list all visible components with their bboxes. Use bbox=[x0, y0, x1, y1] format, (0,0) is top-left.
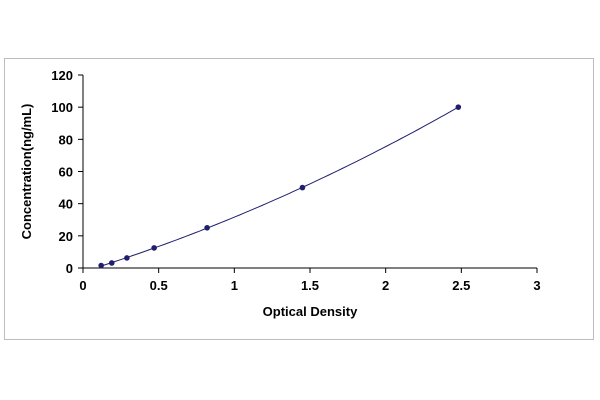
x-axis-title: Optical Density bbox=[263, 304, 358, 319]
y-axis-title: Concentration(ng/mL) bbox=[19, 104, 34, 240]
x-tick-label: 0.5 bbox=[150, 278, 168, 293]
x-tick-label: 2.5 bbox=[452, 278, 470, 293]
standard-curve-chart: 0 0.5 1 1.5 2 2.5 3 0 20 40 60 80 100 120 Optical De… bbox=[19, 68, 541, 319]
data-point bbox=[98, 262, 104, 269]
data-point bbox=[108, 260, 115, 266]
x-tick-label: 1.5 bbox=[301, 278, 319, 293]
chart-frame: 0 0.5 1 1.5 2 2.5 3 0 20 40 60 80 100 120 Optical De… bbox=[4, 58, 594, 340]
data-point bbox=[455, 104, 462, 110]
data-points bbox=[98, 104, 462, 269]
data-point bbox=[204, 224, 210, 231]
x-tick-label: 0 bbox=[79, 278, 86, 293]
y-tick-label: 80 bbox=[59, 132, 73, 147]
data-point bbox=[124, 255, 130, 261]
data-point bbox=[299, 184, 306, 191]
y-tick-label: 100 bbox=[51, 100, 73, 115]
x-ticks: 0 0.5 1 1.5 2 2.5 3 bbox=[79, 268, 541, 293]
y-tick-label: 20 bbox=[59, 229, 73, 244]
y-tick-label: 60 bbox=[59, 165, 73, 180]
y-ticks: 0 20 40 60 80 100 120 bbox=[51, 68, 83, 276]
x-tick-label: 3 bbox=[533, 278, 540, 293]
y-tick-label: 120 bbox=[51, 68, 73, 83]
x-tick-label: 1 bbox=[231, 278, 238, 293]
y-tick-label: 0 bbox=[66, 261, 73, 276]
x-tick-label: 2 bbox=[382, 278, 389, 293]
y-tick-label: 40 bbox=[59, 197, 73, 212]
fitted-curve bbox=[101, 106, 459, 267]
data-point bbox=[151, 245, 157, 251]
axes bbox=[82, 75, 537, 269]
